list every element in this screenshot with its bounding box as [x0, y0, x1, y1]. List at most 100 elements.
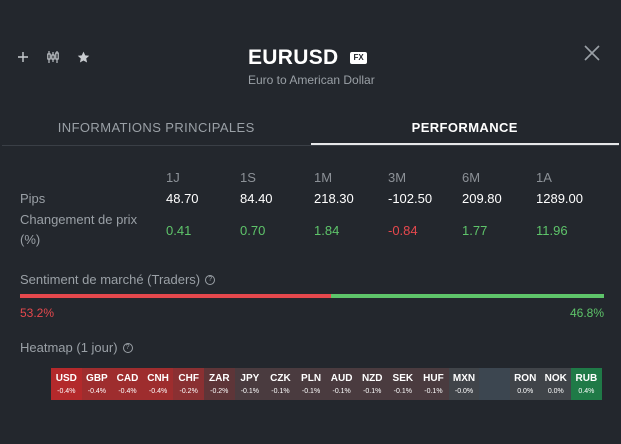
period-header: 6M: [462, 170, 481, 185]
heatmap-currency: CZK: [270, 373, 291, 384]
heatmap-cell[interactable]: RUB 0.4%: [571, 368, 602, 400]
plus-icon[interactable]: [16, 50, 30, 64]
period-header: 1M: [314, 170, 333, 185]
sentiment-buy-bar: [330, 294, 604, 298]
heatmap-cell[interactable]: MXN -0.0%: [448, 368, 480, 400]
heatmap-currency: CAD: [116, 373, 139, 384]
pips-value: 84.40: [240, 191, 273, 206]
heatmap-title: Heatmap (1 jour) ?: [20, 340, 133, 355]
heatmap-cell[interactable]: CAD -0.4%: [112, 368, 143, 400]
heatmap-cell[interactable]: PLN -0.1%: [295, 368, 327, 400]
close-button[interactable]: [583, 44, 601, 62]
currency-heatmap: USD -0.4% GBP -0.4% CAD -0.4% CNH -0.4% CHF -0.2%…: [51, 368, 602, 400]
heatmap-change: -0.4%: [87, 388, 107, 395]
heatmap-change: 0.0%: [517, 388, 534, 395]
period-header-row: 1J 1S 1M 3M 6M 1A: [20, 170, 610, 185]
instrument-symbol: EURUSD: [248, 46, 339, 69]
star-icon[interactable]: [76, 50, 90, 64]
sentiment-title-text: Sentiment de marché (Traders): [20, 272, 201, 287]
heatmap-cell[interactable]: JPY -0.1%: [234, 368, 266, 400]
price-change-value: 1.84: [314, 222, 340, 238]
period-header: 1J: [166, 170, 180, 185]
pips-value: 218.30: [314, 191, 354, 206]
tab-bar: INFORMATIONS PRINCIPALES PERFORMANCE: [2, 112, 619, 146]
info-icon[interactable]: ?: [122, 342, 133, 353]
heatmap-currency: GBP: [86, 373, 108, 384]
instrument-header: EURUSD FX Euro to American Dollar: [248, 46, 375, 87]
pips-value: 1289.00: [536, 191, 583, 206]
heatmap-currency: ZAR: [208, 373, 230, 384]
heatmap-change: -0.4%: [118, 388, 137, 395]
heatmap-change: -0.1%: [424, 388, 443, 395]
period-header: 1S: [240, 170, 256, 185]
heatmap-cell[interactable]: SEK -0.1%: [387, 368, 419, 400]
heatmap-cell[interactable]: ZAR -0.2%: [203, 368, 235, 400]
heatmap-currency: NOK: [544, 373, 567, 384]
price-change-value: 11.96: [536, 222, 568, 238]
sentiment-title: Sentiment de marché (Traders) ?: [20, 272, 216, 287]
heatmap-currency: USD: [55, 373, 77, 384]
heatmap-currency: JPY: [240, 373, 260, 384]
heatmap-cell[interactable]: CZK -0.1%: [265, 368, 296, 400]
price-change-value: 0.41: [166, 222, 192, 238]
heatmap-currency: CNH: [147, 373, 169, 384]
heatmap-change: -0.2%: [210, 388, 229, 395]
close-icon: [584, 45, 600, 61]
heatmap-change: -0.1%: [332, 388, 351, 395]
heatmap-currency: CHF: [178, 373, 199, 384]
heatmap-cell[interactable]: CNH -0.4%: [142, 368, 174, 400]
candlestick-icon[interactable]: [46, 50, 60, 64]
heatmap-currency: RUB: [575, 373, 598, 384]
pips-row: Pips 48.70 84.40 218.30 -102.50 209.80 1…: [20, 191, 610, 206]
heatmap-currency: SEK: [392, 373, 414, 384]
toolbar: [16, 50, 90, 64]
heatmap-currency: MXN: [452, 373, 476, 384]
pips-value: -102.50: [388, 191, 433, 206]
heatmap-currency: AUD: [330, 373, 353, 384]
price-change-label-line1: Changement de prix: [20, 212, 138, 227]
heatmap-cell[interactable]: AUD -0.1%: [326, 368, 357, 400]
pips-label: Pips: [20, 191, 46, 206]
heatmap-change: -0.1%: [363, 388, 382, 395]
heatmap-change: -0.1%: [393, 388, 412, 395]
tab-main-information[interactable]: INFORMATIONS PRINCIPALES: [57, 120, 255, 135]
heatmap-change: -0.0%: [454, 388, 474, 395]
pips-value: 209.80: [462, 191, 502, 206]
price-change-row: Changement de prix (%) 0.41 0.70 1.84 -0…: [20, 210, 610, 250]
heatmap-cell[interactable]: NZD -0.1%: [356, 368, 388, 400]
price-change-label: Changement de prix (%): [20, 210, 166, 250]
sentiment-buy-percent: 46.8%: [569, 306, 604, 320]
price-change-label-line2: (%): [20, 232, 41, 247]
performance-table: 1J 1S 1M 3M 6M 1A Pips 48.70 84.40 218.3…: [20, 170, 610, 250]
heatmap-cell[interactable]: GBP -0.4%: [81, 368, 113, 400]
heatmap-currency: PLN: [301, 373, 322, 384]
period-header: 3M: [388, 170, 407, 185]
heatmap-currency: RON: [514, 373, 537, 384]
heatmap-change: -0.2%: [179, 388, 198, 395]
heatmap-cell[interactable]: USD -0.4%: [51, 368, 82, 400]
heatmap-currency: HUF: [423, 373, 444, 384]
price-change-value: -0.84: [388, 222, 418, 238]
heatmap-change: 0.4%: [578, 388, 595, 395]
heatmap-cell[interactable]: HUF -0.1%: [418, 368, 449, 400]
sentiment-sell-percent: 53.2%: [20, 306, 55, 320]
heatmap-change: 0.0%: [547, 388, 564, 395]
heatmap-title-text: Heatmap (1 jour): [20, 340, 118, 355]
heatmap-cell[interactable]: RON 0.0%: [509, 368, 541, 400]
heatmap-cell[interactable]: CHF -0.2%: [173, 368, 204, 400]
period-header: 1A: [536, 170, 552, 185]
price-change-value: 1.77: [462, 222, 488, 238]
price-change-value: 0.70: [240, 222, 266, 238]
instrument-description: Euro to American Dollar: [248, 73, 375, 87]
pips-value: 48.70: [166, 191, 199, 206]
sentiment-bar: [20, 294, 604, 298]
heatmap-change: -0.4%: [57, 388, 76, 395]
heatmap-currency: NZD: [361, 373, 383, 384]
heatmap-cell[interactable]: NOK 0.0%: [540, 368, 572, 400]
heatmap-cell[interactable]: [479, 368, 510, 400]
tab-performance[interactable]: PERFORMANCE: [310, 112, 619, 145]
heatmap-change: -0.1%: [271, 388, 290, 395]
heatmap-change: -0.1%: [240, 388, 259, 395]
heatmap-change: -0.1%: [301, 388, 321, 395]
info-icon[interactable]: ?: [205, 274, 216, 285]
